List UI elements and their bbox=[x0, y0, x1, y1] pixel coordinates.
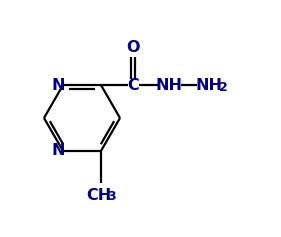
Text: N: N bbox=[51, 143, 65, 158]
Text: NH: NH bbox=[155, 77, 182, 93]
Text: O: O bbox=[126, 40, 140, 55]
Text: CH: CH bbox=[86, 188, 112, 203]
Text: NH: NH bbox=[196, 77, 223, 93]
Text: 2: 2 bbox=[219, 81, 227, 94]
Text: N: N bbox=[51, 77, 65, 93]
Text: 3: 3 bbox=[108, 190, 116, 203]
Text: C: C bbox=[127, 77, 139, 93]
